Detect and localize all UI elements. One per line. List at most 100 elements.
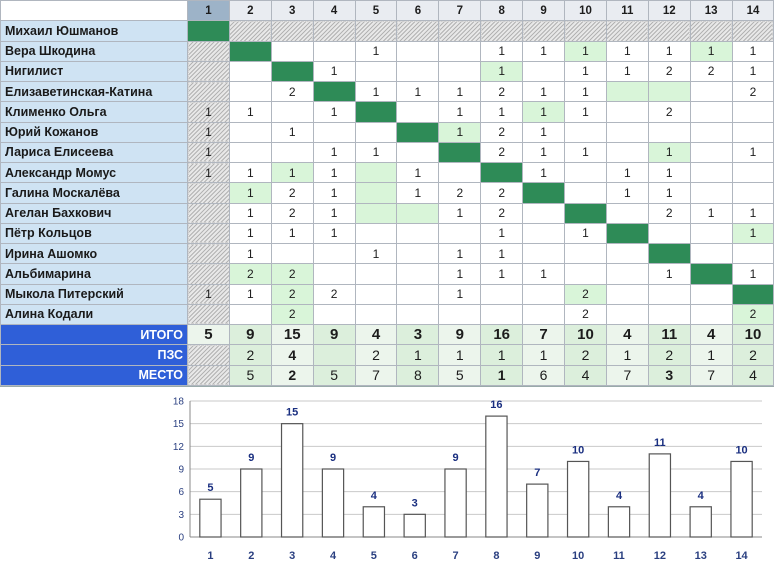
score-cell [187,80,230,103]
score-cell [354,182,398,204]
score-cell: 1 [438,202,482,224]
x-tick-label: 4 [330,550,337,562]
score-cell [564,182,607,204]
score-cell: 1 [312,202,356,224]
x-tick-label: 1 [207,550,213,562]
score-cell [396,40,440,62]
summary-cell: 7 [354,364,398,386]
score-cell: 1 [647,263,691,285]
score-cell: 1 [522,80,566,103]
score-cell [647,20,691,42]
score-cell [228,121,272,143]
y-tick-label: 6 [178,487,184,498]
score-cell [689,222,733,245]
score-cell [605,202,649,224]
score-cell: 1 [522,141,566,164]
score-cell [605,121,649,143]
summary-cell: 4 [689,323,733,346]
score-cell [354,283,398,305]
bar [199,498,222,538]
player-row: Александр Момус 1 1 1 1 1 1 1 1 [0,161,774,184]
score-cell [312,303,356,326]
score-cell: 1 [647,161,691,184]
data-label: 9 [330,452,336,464]
data-label: 4 [698,490,705,502]
x-tick-label: 7 [453,550,459,562]
player-row: Альбимарина 2 2 1 1 1 1 1 [0,263,774,285]
score-cell [564,121,607,143]
summary-label: МЕСТО [0,364,188,386]
summary-cell: 2 [354,344,398,366]
score-cell [564,20,607,42]
summary-row: ИТОГО 5 9 15 9 4 3 9 16 7 10 4 11 4 10 [0,323,774,346]
player-row: Михаил Юшманов [0,20,774,42]
score-cell: 1 [228,202,272,224]
player-name: Алина Кодали [0,303,188,326]
score-cell: 2 [312,283,356,305]
player-row: Лариса Елисеева 1 1 1 2 1 1 1 1 [0,141,774,164]
summary-cell: 5 [438,364,482,386]
player-row: Клименко Ольга 1 1 1 1 1 1 1 2 [0,101,774,123]
results-grid: 1 2 3 4 5 6 7 8 9 10 11 12 13 14 Михаил Юшманов Вера Шк… [0,0,774,386]
score-cell [396,222,440,245]
score-cell: 1 [731,40,774,62]
score-cell [522,222,566,245]
score-cell [605,263,649,285]
score-cell [480,283,524,305]
score-cell: 1 [522,40,566,62]
corner-cell [0,0,188,22]
score-cell: 2 [270,182,314,204]
score-cell [396,101,440,123]
score-cell: 1 [522,121,566,143]
data-label: 4 [616,490,623,502]
summary-cell: 1 [480,344,524,366]
summary-cell: 2 [647,344,691,366]
player-name: Галина Москалёва [0,182,188,204]
column-header: 2 [228,0,272,22]
score-cell: 1 [689,202,733,224]
bar [240,468,263,538]
score-cell: 1 [312,182,356,204]
score-cell: 1 [564,101,607,123]
score-cell [605,283,649,305]
score-cell: 1 [228,101,272,123]
summary-cell: 4 [564,364,607,386]
diagonal-cell [689,263,733,285]
score-cell [396,303,440,326]
summary-cell: 15 [270,323,314,346]
column-header: 5 [354,0,398,22]
score-cell: 1 [187,121,230,143]
y-tick-label: 0 [178,533,184,544]
score-cell: 1 [480,222,524,245]
score-cell [187,242,230,265]
score-cell: 1 [480,242,524,265]
diagonal-cell [647,242,691,265]
summary-cell: 6 [522,364,566,386]
score-cell: 1 [228,283,272,305]
score-cell [312,40,356,62]
score-cell [731,161,774,184]
score-cell: 1 [564,141,607,164]
score-cell: 1 [312,60,356,83]
score-cell [731,101,774,123]
score-cell [354,121,398,143]
diagonal-cell [187,20,230,42]
bar [730,460,753,538]
column-header: 9 [522,0,566,22]
diagonal-cell [605,222,649,245]
summary-cell: 7 [689,364,733,386]
score-cell: 1 [731,60,774,83]
score-cell [187,40,230,62]
score-cell: 2 [228,263,272,285]
summary-cell: 7 [522,323,566,346]
summary-cell: 8 [396,364,440,386]
player-row: Галина Москалёва 1 2 1 1 2 2 1 1 [0,182,774,204]
summary-cell: 1 [605,344,649,366]
score-cell: 1 [731,202,774,224]
score-cell: 1 [689,40,733,62]
score-cell [605,101,649,123]
player-name: Елизаветинская-Катина [0,80,188,103]
data-label: 9 [453,452,459,464]
score-cell [605,80,649,103]
summary-cell: 4 [270,344,314,366]
